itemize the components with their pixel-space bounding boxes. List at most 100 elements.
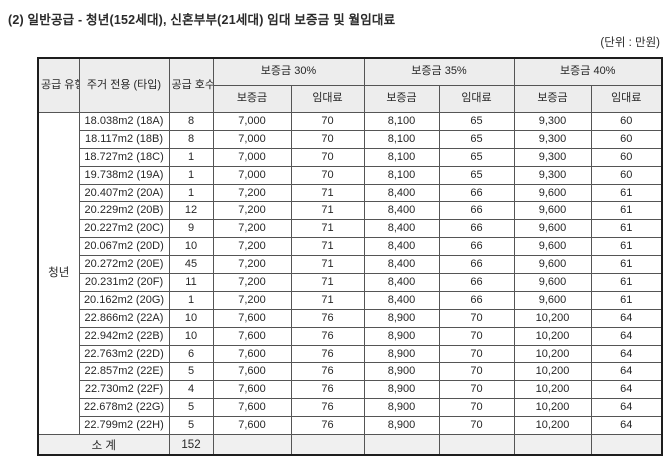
unit-count-cell: 10 (168, 237, 214, 257)
deposit30-deposit-cell: 7,600 (212, 344, 292, 364)
unit-count-cell: 5 (168, 398, 214, 418)
deposit35-rent-cell: 70 (438, 362, 515, 382)
page-title: (2) 일반공급 - 청년(152세대), 신혼부부(21세대) 임대 보증금 … (8, 13, 396, 27)
area-cell: 22.763m2 (22D) (78, 344, 170, 364)
deposit30-rent-cell: 71 (290, 290, 365, 310)
subtotal-empty-cell (590, 434, 663, 456)
unit-label: (단위 : 만원) (600, 37, 660, 49)
deposit40-rent-cell: 64 (590, 416, 663, 436)
table-row: 22.866m2 (22A) 10 7,600 76 8,900 70 10,200 64 (38, 308, 663, 328)
deposit30-rent-cell: 70 (290, 112, 365, 131)
subtotal-empty-cell (363, 434, 440, 456)
deposit35-rent-cell: 66 (438, 273, 515, 292)
deposit40-rent-cell: 61 (590, 255, 663, 275)
deposit40-rent-cell: 61 (590, 273, 663, 292)
deposit40-rent-cell: 61 (590, 183, 663, 203)
deposit30-deposit-cell: 7,200 (212, 255, 292, 275)
deposit35-rent-cell: 70 (438, 416, 515, 436)
subtotal-empty-cell (212, 434, 292, 456)
unit-count-cell: 1 (168, 165, 214, 185)
deposit30-rent-cell: 71 (290, 237, 365, 257)
deposit30-deposit-cell: 7,200 (212, 290, 292, 310)
area-cell: 19.738m2 (19A) (78, 165, 170, 185)
area-cell: 22.730m2 (22F) (78, 380, 170, 400)
subtotal-label: 소 계 (37, 434, 170, 456)
table-row: 20.231m2 (20F) 11 7,200 71 8,400 66 9,600 61 (38, 273, 663, 292)
deposit30-deposit-cell: 7,600 (212, 398, 292, 418)
unit-count-cell: 1 (168, 147, 214, 167)
table-row: 20.067m2 (20D) 10 7,200 71 8,400 66 9,600 61 (38, 237, 663, 257)
unit-count-cell: 10 (168, 326, 214, 346)
supply-type-group-cell: 청년 (37, 111, 80, 436)
deposit35-deposit-cell: 8,100 (363, 129, 440, 149)
deposit35-deposit-cell: 8,900 (363, 308, 440, 328)
table-row: 20.229m2 (20B) 12 7,200 71 8,400 66 9,600 61 (38, 201, 663, 221)
deposit30-rent-cell: 76 (290, 398, 365, 418)
unit-count-cell: 9 (168, 219, 214, 239)
header-deposit-40-rent: 임대료 (590, 85, 663, 113)
deposit40-deposit-cell: 9,300 (513, 165, 592, 185)
deposit40-deposit-cell: 10,200 (513, 380, 592, 400)
header-deposit-35-deposit: 보증금 (363, 85, 440, 113)
deposit35-rent-cell: 66 (438, 255, 515, 275)
unit-count-cell: 1 (168, 290, 214, 310)
deposit40-deposit-cell: 9,600 (513, 290, 592, 310)
deposit35-deposit-cell: 8,400 (363, 273, 440, 292)
deposit35-rent-cell: 65 (438, 112, 515, 131)
area-cell: 20.231m2 (20F) (78, 273, 170, 292)
table-body: 청년 18.038m2 (18A) 8 7,000 70 8,100 65 9,300 60 18… (37, 111, 663, 436)
deposit40-rent-cell: 61 (590, 219, 663, 239)
deposit40-deposit-cell: 9,600 (513, 201, 592, 221)
subtotal-empty-cell (513, 434, 592, 456)
table-row: 22.678m2 (22G) 5 7,600 76 8,900 70 10,200 64 (38, 398, 663, 418)
area-cell: 20.067m2 (20D) (78, 237, 170, 257)
deposit35-deposit-cell: 8,100 (363, 112, 440, 131)
header-supply-type: 공급 유형 (37, 57, 80, 113)
deposit40-rent-cell: 60 (590, 112, 663, 131)
deposit30-deposit-cell: 7,000 (212, 112, 292, 131)
table-row: 22.730m2 (22F) 4 7,600 76 8,900 70 10,200 64 (38, 380, 663, 400)
deposit40-rent-cell: 61 (590, 201, 663, 221)
deposit35-rent-cell: 66 (438, 219, 515, 239)
deposit40-rent-cell: 60 (590, 165, 663, 185)
deposit35-rent-cell: 65 (438, 147, 515, 167)
deposit30-deposit-cell: 7,200 (212, 183, 292, 203)
header-deposit-30-deposit: 보증금 (212, 85, 292, 113)
deposit40-deposit-cell: 10,200 (513, 344, 592, 364)
unit-count-cell: 1 (168, 183, 214, 203)
deposit35-deposit-cell: 8,900 (363, 398, 440, 418)
unit-count-cell: 45 (168, 255, 214, 275)
deposit40-rent-cell: 64 (590, 380, 663, 400)
deposit30-rent-cell: 71 (290, 273, 365, 292)
deposit40-rent-cell: 60 (590, 147, 663, 167)
deposit30-rent-cell: 71 (290, 219, 365, 239)
header-deposit-35: 보증금 35% (363, 57, 515, 86)
deposit40-deposit-cell: 9,600 (513, 255, 592, 275)
deposit30-deposit-cell: 7,600 (212, 362, 292, 382)
area-cell: 22.866m2 (22A) (78, 308, 170, 328)
deposit35-rent-cell: 65 (438, 129, 515, 149)
deposit40-deposit-cell: 10,200 (513, 308, 592, 328)
unit-count-cell: 8 (168, 129, 214, 149)
deposit35-rent-cell: 66 (438, 201, 515, 221)
table-row: 22.942m2 (22B) 10 7,600 76 8,900 70 10,200 64 (38, 326, 663, 346)
deposit30-rent-cell: 71 (290, 255, 365, 275)
deposit40-deposit-cell: 10,200 (513, 362, 592, 382)
area-cell: 18.117m2 (18B) (78, 129, 170, 149)
deposit40-deposit-cell: 10,200 (513, 416, 592, 436)
deposit40-rent-cell: 64 (590, 326, 663, 346)
deposit40-rent-cell: 64 (590, 398, 663, 418)
header-deposit-40-deposit: 보증금 (513, 85, 592, 113)
unit-count-cell: 5 (168, 362, 214, 382)
unit-count-cell: 5 (168, 416, 214, 436)
table-row: 18.117m2 (18B) 8 7,000 70 8,100 65 9,300 60 (38, 129, 663, 149)
deposit30-rent-cell: 76 (290, 326, 365, 346)
header-area-type: 주거 전용 (타입) (78, 57, 170, 113)
area-cell: 22.678m2 (22G) (78, 398, 170, 418)
deposit30-deposit-cell: 7,000 (212, 147, 292, 167)
deposit30-rent-cell: 76 (290, 344, 365, 364)
deposit40-deposit-cell: 9,300 (513, 112, 592, 131)
area-cell: 20.227m2 (20C) (78, 219, 170, 239)
header-deposit-30-rent: 임대료 (290, 85, 365, 113)
area-cell: 20.407m2 (20A) (78, 183, 170, 203)
